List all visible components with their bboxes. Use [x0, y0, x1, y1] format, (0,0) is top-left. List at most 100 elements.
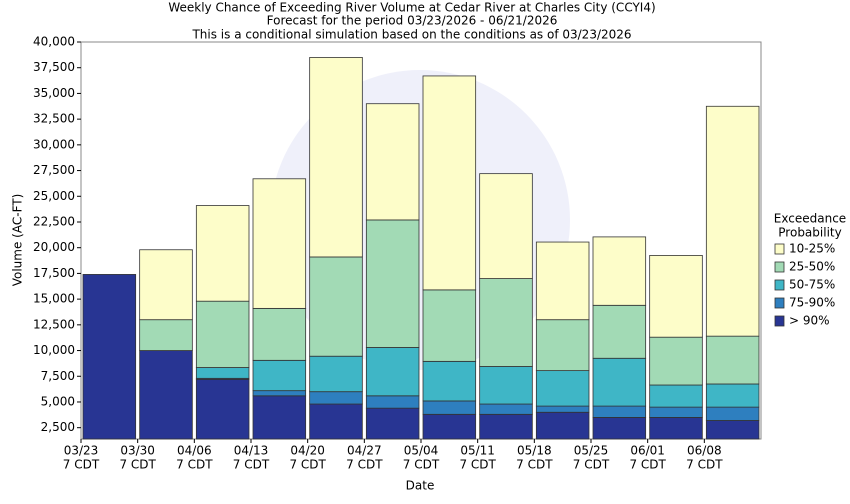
legend-label: > 90% [789, 314, 830, 328]
legend-title: Exceedance [774, 212, 846, 226]
chart-subtitle: This is a conditional simulation based o… [191, 28, 631, 42]
y-tick-label: 30,000 [33, 137, 75, 151]
bar-segment [195, 367, 250, 379]
bar-segment [592, 304, 647, 359]
bar-segment [535, 411, 590, 440]
y-tick-label: 10,000 [33, 343, 75, 357]
bar-segment [422, 413, 477, 440]
bar-segment [309, 391, 363, 405]
bar-segment [649, 336, 703, 386]
x-tick-sublabel: 7 CDT [63, 458, 100, 472]
x-tick-label: 06/01 [630, 444, 665, 458]
bar-segment [649, 384, 703, 408]
bar-segment [139, 319, 193, 351]
legend-swatch [774, 279, 785, 291]
bar-segment [422, 360, 477, 402]
x-tick-sublabel: 7 CDT [629, 458, 666, 472]
bar-segment [422, 400, 477, 415]
bar-segment [535, 370, 590, 407]
x-tick-sublabel: 7 CDT [573, 458, 610, 472]
bar-segment [139, 249, 193, 321]
bar-segment [705, 420, 760, 440]
y-tick-label: 40,000 [33, 35, 75, 49]
x-axis-label: Date [406, 479, 435, 493]
bar-segment [195, 205, 250, 302]
y-tick-label: 35,000 [33, 86, 75, 100]
x-tick-sublabel: 7 CDT [289, 458, 326, 472]
x-tick-label: 05/25 [574, 444, 609, 458]
x-tick-label: 04/27 [347, 444, 382, 458]
y-tick-label: 2,500 [41, 420, 75, 434]
x-tick-label: 04/06 [177, 444, 212, 458]
bar-segment [592, 236, 647, 306]
bar-segment [309, 355, 363, 393]
y-tick-label: 20,000 [33, 240, 75, 254]
bar-segment [479, 413, 533, 440]
x-tick-label: 05/04 [404, 444, 439, 458]
legend-label: 75-90% [789, 296, 835, 310]
x-tick-sublabel: 7 CDT [686, 458, 723, 472]
legend-label: 50-75% [789, 278, 835, 292]
x-tick-label: 04/13 [234, 444, 269, 458]
legend-label: 25-50% [789, 260, 835, 274]
bar-segment [252, 395, 307, 440]
bar-segment [309, 403, 363, 440]
bar-segment [309, 57, 363, 258]
bar-segment [195, 300, 250, 368]
x-tick-label: 03/30 [120, 444, 155, 458]
bar-segment [479, 403, 533, 415]
x-tick-label: 03/23 [64, 444, 99, 458]
bar-segment [252, 359, 307, 392]
x-tick-label: 05/18 [517, 444, 552, 458]
bar-segment [252, 307, 307, 361]
y-tick-label: 32,500 [33, 112, 75, 126]
legend-swatch [774, 297, 785, 309]
y-tick-label: 27,500 [33, 163, 75, 177]
bar-segment [649, 406, 703, 418]
bar-segment [422, 289, 477, 362]
x-tick-label: 06/08 [687, 444, 722, 458]
bar-segment [649, 255, 703, 338]
y-tick-label: 7,500 [41, 369, 75, 383]
y-tick-label: 17,500 [33, 266, 75, 280]
bar-segment [139, 350, 193, 440]
bar-segment [479, 278, 533, 367]
bar-segment [252, 178, 307, 309]
bar-segment [365, 347, 420, 397]
x-tick-sublabel: 7 CDT [176, 458, 213, 472]
y-axis-label: Volume (AC-FT) [11, 194, 25, 287]
x-tick-sublabel: 7 CDT [119, 458, 156, 472]
y-tick-label: 12,500 [33, 317, 75, 331]
bar-segment [365, 219, 420, 348]
legend-label: 10-25% [789, 242, 835, 256]
y-tick-label: 37,500 [33, 60, 75, 74]
x-tick-sublabel: 7 CDT [346, 458, 383, 472]
x-tick-label: 05/11 [460, 444, 495, 458]
legend-title: Probability [778, 226, 841, 240]
bar-segment [422, 75, 477, 291]
bar-segment [592, 405, 647, 418]
y-tick-label: 15,000 [33, 292, 75, 306]
bar-segment [535, 319, 590, 372]
chart-title: Weekly Chance of Exceeding River Volume … [168, 1, 655, 15]
bar-segment [479, 366, 533, 405]
bar-segment [365, 407, 420, 440]
bar-segment [479, 173, 533, 279]
x-tick-sublabel: 7 CDT [516, 458, 553, 472]
bar-segment [195, 378, 250, 440]
bar-segment [365, 395, 420, 409]
bar-segment [82, 274, 137, 440]
legend-swatch [774, 243, 785, 255]
legend-swatch [774, 315, 785, 327]
bar-segment [705, 383, 760, 408]
x-tick-label: 04/20 [290, 444, 325, 458]
x-tick-sublabel: 7 CDT [233, 458, 270, 472]
bar-segment [649, 417, 703, 440]
y-tick-label: 25,000 [33, 189, 75, 203]
bar-segment [252, 390, 307, 397]
bar-segment [535, 405, 590, 413]
x-tick-sublabel: 7 CDT [459, 458, 496, 472]
y-tick-label: 5,000 [41, 394, 75, 408]
x-tick-sublabel: 7 CDT [403, 458, 440, 472]
